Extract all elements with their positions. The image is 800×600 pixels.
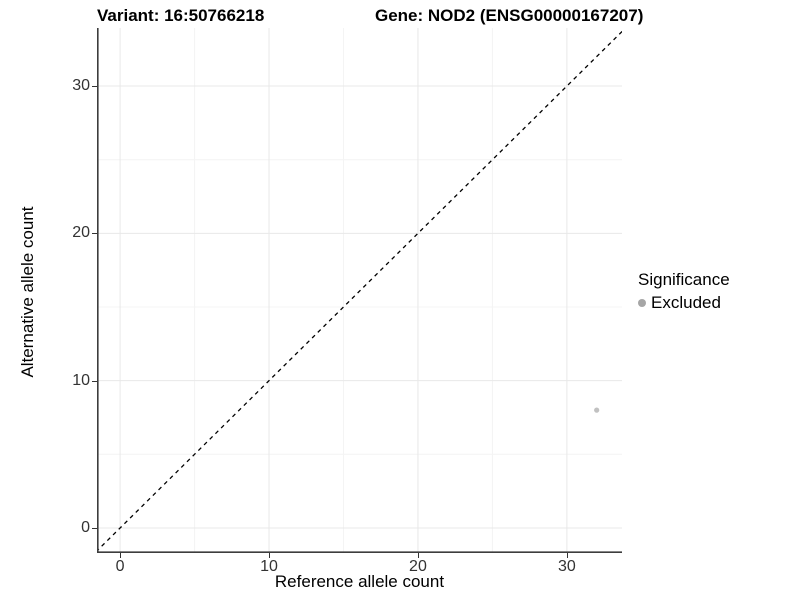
y-tick-label: 10 [72,371,90,389]
y-tick-mark [92,527,97,529]
x-tick-label: 0 [115,558,125,575]
x-tick-mark [417,553,419,558]
legend: Significance Excluded [638,270,730,313]
y-tick-mark [92,233,97,235]
legend-key-dot-icon [638,299,646,307]
y-tick-mark [92,380,97,382]
x-tick-mark [269,553,271,558]
y-tick-label: 30 [72,77,90,95]
identity-dashed-line [97,30,622,552]
y-tick-mark [92,86,97,88]
legend-item-label: Excluded [651,293,721,312]
legend-title: Significance [638,270,730,289]
plot-title-gene: Gene: NOD2 (ENSG00000167207) [375,6,644,25]
plot-panel [97,28,622,553]
data-point [594,407,600,413]
x-tick-mark [120,553,122,558]
y-axis-title: Alternative allele count [18,206,37,378]
plot-canvas [97,28,622,553]
x-tick-mark [566,553,568,558]
x-tick-label: 10 [260,558,278,575]
legend-item-excluded: Excluded [638,293,730,313]
y-tick-label: 0 [81,518,90,536]
plot-title-variant: Variant: 16:50766218 [97,6,265,25]
x-tick-label: 30 [557,558,576,575]
x-axis-title: Reference allele count [274,572,445,591]
x-tick-label: 20 [409,558,427,575]
y-tick-label: 20 [72,224,90,242]
